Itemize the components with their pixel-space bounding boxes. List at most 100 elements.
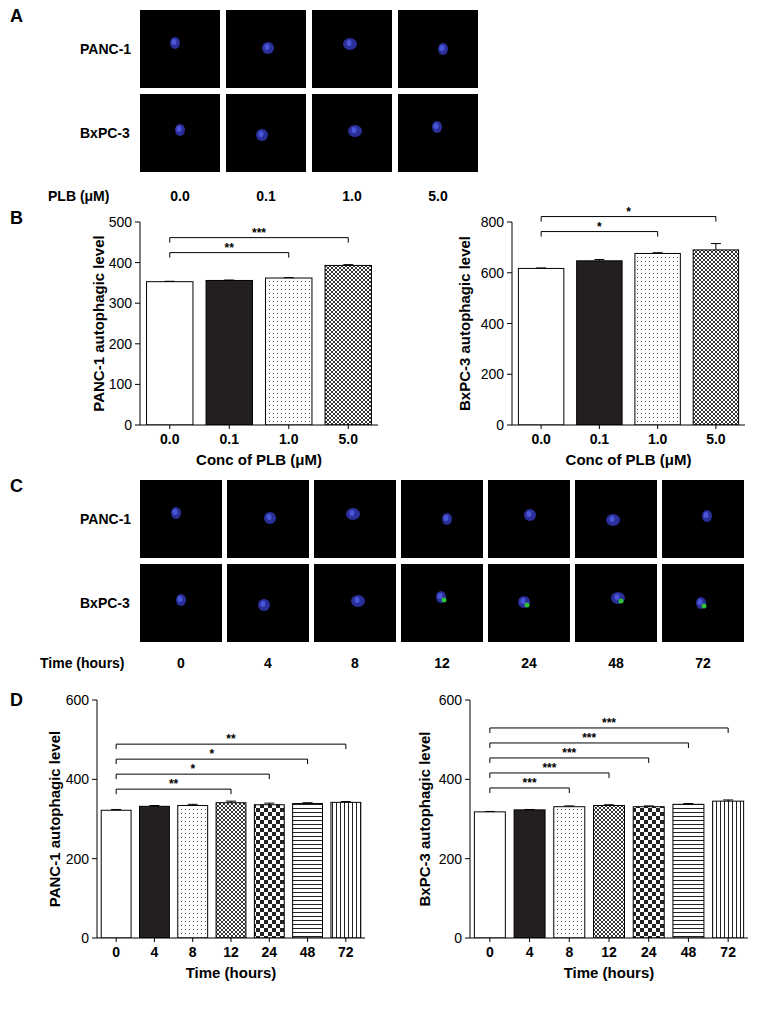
x-tick <box>529 938 530 942</box>
y-tick <box>135 303 140 304</box>
x-tick-label: 24 <box>641 944 657 960</box>
nucleus <box>696 597 706 609</box>
significance-stars: ** <box>225 241 235 255</box>
bar <box>633 807 664 938</box>
error-bar <box>525 809 535 810</box>
x-axis-label: Conc of PLB (μM) <box>196 451 322 468</box>
nucleus <box>432 121 442 133</box>
micrograph <box>140 94 220 172</box>
micrograph <box>140 480 222 558</box>
x-tick-label: 48 <box>681 944 697 960</box>
error-cap <box>594 259 604 260</box>
x-tick-label: 0 <box>486 944 494 960</box>
micrograph <box>575 564 657 642</box>
y-tick <box>92 700 97 701</box>
error-cap <box>653 252 663 253</box>
micrograph <box>312 94 392 172</box>
nucleus-core <box>347 40 352 46</box>
x-tick <box>229 425 230 429</box>
row-label: BxPC-3 <box>80 595 130 611</box>
image-panel: PANC-1BxPC-304812244872Time (hours) <box>40 480 744 671</box>
nucleus-core <box>177 126 182 132</box>
bars <box>147 265 372 425</box>
x-tick <box>169 425 170 429</box>
x-tick <box>345 938 346 942</box>
bar <box>293 804 323 938</box>
x-tick-label: 12 <box>223 944 239 960</box>
puncta <box>702 604 707 609</box>
nucleus <box>262 42 274 54</box>
x-tick <box>648 938 649 942</box>
bar <box>206 280 252 425</box>
micrograph <box>226 10 306 88</box>
x-tick-label: 0.0 <box>160 431 180 447</box>
column-title: Time (hours) <box>40 655 125 671</box>
nucleus-core <box>444 515 449 521</box>
y-tick <box>135 343 140 344</box>
nucleus-core <box>265 44 270 50</box>
nucleus-core <box>615 594 620 600</box>
nucleus-core <box>352 127 357 133</box>
column-label: 0.0 <box>170 188 190 204</box>
error-bar <box>341 801 351 803</box>
y-tick-label: 200 <box>439 851 463 867</box>
x-tick-label: 48 <box>300 944 316 960</box>
bar <box>554 807 585 938</box>
significance: *** <box>490 731 689 748</box>
nucleus-core <box>355 597 360 603</box>
nucleus-core <box>173 509 178 515</box>
y-axis-label: BxPC-3 autophagic level <box>456 236 473 411</box>
significance-stars: * <box>626 205 631 219</box>
x-tick <box>728 938 729 942</box>
x-tick <box>541 425 542 429</box>
error-bar <box>188 804 198 805</box>
y-tick <box>92 779 97 780</box>
column-label: 12 <box>434 655 450 671</box>
bars <box>518 244 738 425</box>
y-tick-label: 600 <box>66 692 90 708</box>
column-label: 72 <box>695 655 711 671</box>
significance-stars: ** <box>226 732 236 746</box>
significance-stars: * <box>597 220 602 234</box>
error-bar <box>604 804 614 806</box>
x-tick-label: 72 <box>338 944 354 960</box>
figure: ABCDPANC-1BxPC-30.00.11.05.0PLB (μM)PANC… <box>0 0 764 1012</box>
bar <box>101 810 131 938</box>
error-cap <box>341 801 351 802</box>
y-tick <box>507 272 512 273</box>
nucleus <box>348 125 362 137</box>
y-axis-label: BxPC-3 autophagic level <box>416 731 433 906</box>
x-tick <box>154 938 155 942</box>
panel-letter: C <box>10 476 23 496</box>
error-bar <box>536 267 546 269</box>
y-axis <box>97 700 98 938</box>
x-axis-label: Time (hours) <box>186 964 277 981</box>
x-tick <box>657 425 658 429</box>
y-tick <box>465 858 470 859</box>
y-tick <box>135 222 140 223</box>
error-cap <box>264 803 274 804</box>
nucleus-core <box>267 514 272 520</box>
nucleus-core <box>438 593 443 599</box>
column-label: 5.0 <box>428 188 448 204</box>
y-tick <box>92 858 97 859</box>
y-tick-label: 0 <box>81 930 89 946</box>
bar <box>713 801 744 938</box>
error-cap <box>525 809 535 810</box>
significance: ** <box>116 777 231 794</box>
y-tick-label: 500 <box>109 214 133 230</box>
x-tick-label: 1.0 <box>279 431 299 447</box>
y-tick-label: 200 <box>109 336 133 352</box>
chart: 0200400600BxPC-3 autophagic level0481224… <box>416 692 748 981</box>
bar <box>254 805 284 938</box>
nucleus <box>606 514 620 526</box>
x-tick <box>192 938 193 942</box>
bar <box>577 261 622 425</box>
column-label: 48 <box>608 655 624 671</box>
panel-letter: D <box>10 690 23 710</box>
significance: * <box>116 747 307 764</box>
x-tick-label: 8 <box>565 944 573 960</box>
bar <box>325 265 371 425</box>
x-tick <box>688 938 689 942</box>
y-tick <box>135 384 140 385</box>
